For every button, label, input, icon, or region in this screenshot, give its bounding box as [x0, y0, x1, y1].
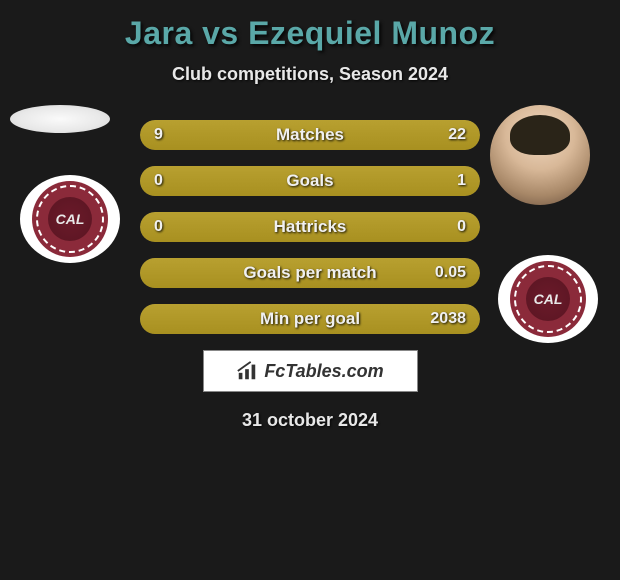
stat-label: Goals: [286, 171, 333, 191]
stat-row: 0 Hattricks 0: [140, 212, 480, 242]
stat-label: Matches: [276, 125, 344, 145]
stat-value-right: 1: [457, 172, 466, 190]
subtitle: Club competitions, Season 2024: [0, 64, 620, 85]
player-left-avatar: [10, 105, 110, 133]
date-label: 31 october 2024: [0, 410, 620, 431]
stat-label: Goals per match: [243, 263, 376, 283]
page-title: Jara vs Ezequiel Munoz: [0, 15, 620, 52]
logo-text: FcTables.com: [264, 361, 383, 382]
fctables-logo: FcTables.com: [203, 350, 418, 392]
stat-value-left: 0: [154, 172, 163, 190]
stat-value-right: 22: [448, 126, 466, 144]
player-left-team-badge: CAL: [20, 175, 120, 263]
stat-row: 9 Matches 22: [140, 120, 480, 150]
chart-icon: [236, 360, 258, 382]
stat-label: Hattricks: [274, 217, 347, 237]
stat-value-right: 0.05: [435, 264, 466, 282]
stat-row: Min per goal 2038: [140, 304, 480, 334]
stat-value-right: 0: [457, 218, 466, 236]
stat-row: Goals per match 0.05: [140, 258, 480, 288]
player-right-avatar: [490, 105, 590, 205]
comparison-area: CAL CAL 9 Matches 22 0 Goals 1 0 Hattricks 0 Goal…: [0, 120, 620, 334]
stat-row: 0 Goals 1: [140, 166, 480, 196]
stat-value-left: 9: [154, 126, 163, 144]
player-right-team-badge: CAL: [498, 255, 598, 343]
stat-bars: 9 Matches 22 0 Goals 1 0 Hattricks 0 Goals per ma…: [140, 120, 480, 334]
badge-left-text: CAL: [48, 197, 92, 241]
bar-fill-right: [239, 120, 480, 150]
stat-value-right: 2038: [430, 310, 466, 328]
badge-right-text: CAL: [526, 277, 570, 321]
stat-label: Min per goal: [260, 309, 360, 329]
stat-value-left: 0: [154, 218, 163, 236]
